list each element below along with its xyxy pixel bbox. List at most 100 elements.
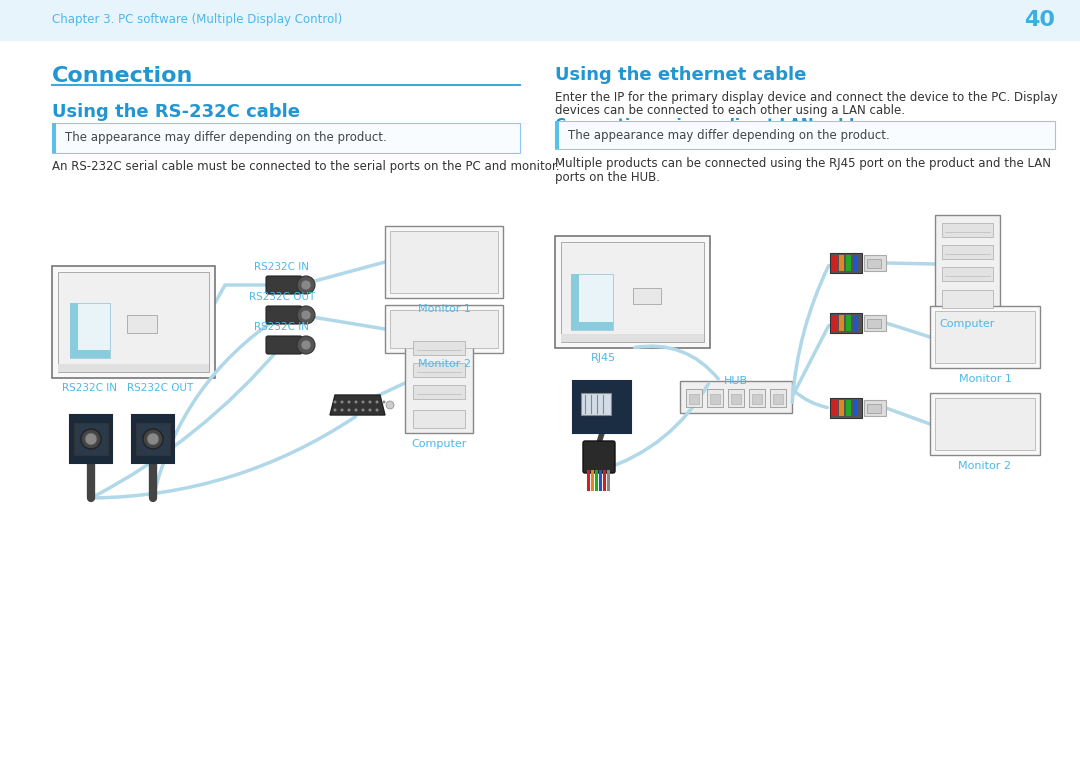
Circle shape [376,408,378,411]
Bar [555,121,1055,149]
Text: HUB: HUB [724,376,748,386]
Bar [846,255,851,271]
Bar [405,333,473,433]
Bar [839,255,843,271]
Bar [752,394,762,404]
Bar [136,423,170,455]
Bar [942,223,993,237]
Circle shape [297,336,315,354]
Circle shape [340,401,343,404]
Bar [58,272,210,372]
Bar [561,242,704,342]
Circle shape [376,401,378,404]
Bar [864,315,886,331]
Bar [942,267,993,281]
Bar [831,398,862,418]
Bar [839,315,843,331]
Text: Using the ethernet cable: Using the ethernet cable [555,66,807,84]
Bar [384,305,503,353]
Bar [413,410,465,428]
Circle shape [147,433,159,445]
Text: ports on the HUB.: ports on the HUB. [555,171,660,184]
Bar [573,381,631,433]
Bar [413,341,465,355]
Circle shape [301,310,311,320]
Bar [942,290,993,308]
Text: The appearance may differ depending on the product.: The appearance may differ depending on t… [65,131,387,144]
Bar [846,400,851,416]
Circle shape [340,408,343,411]
Circle shape [301,340,311,350]
Bar [770,389,786,407]
Circle shape [81,429,102,449]
FancyBboxPatch shape [266,306,302,324]
Bar [689,394,699,404]
Circle shape [334,401,337,404]
Circle shape [143,429,163,449]
Circle shape [85,433,97,445]
Circle shape [368,408,372,411]
Bar [413,363,465,377]
Circle shape [362,401,365,404]
Bar [680,381,792,413]
Bar [0,0,1080,40]
Bar [384,226,503,298]
Bar [846,315,851,331]
Bar [832,315,837,331]
Circle shape [297,306,315,324]
Text: An RS-232C serial cable must be connected to the serial ports on the PC and moni: An RS-232C serial cable must be connecte… [52,160,559,173]
Circle shape [297,276,315,294]
FancyBboxPatch shape [583,441,615,473]
Bar [707,389,723,407]
Bar [413,385,465,399]
Text: Enter the IP for the primary display device and connect the device to the PC. Di: Enter the IP for the primary display dev… [555,91,1057,104]
Bar [70,350,110,358]
Bar [935,398,1035,450]
FancyBboxPatch shape [266,276,302,294]
Bar [710,394,720,404]
Circle shape [334,408,337,411]
Bar [127,315,157,333]
Bar [831,313,862,333]
Text: Computer: Computer [940,319,995,329]
Text: RS232C IN: RS232C IN [255,262,310,272]
Text: Monitor 1: Monitor 1 [959,374,1012,384]
Bar [750,389,765,407]
Bar [864,400,886,416]
Bar [571,274,579,330]
Bar [853,400,858,416]
Circle shape [348,401,351,404]
Text: Using the RS-232C cable: Using the RS-232C cable [52,103,300,121]
Bar [75,423,108,455]
Text: RS232C IN: RS232C IN [255,322,310,332]
Text: The appearance may differ depending on the product.: The appearance may differ depending on t… [568,128,890,141]
Bar [52,266,215,378]
Bar [942,245,993,259]
Bar [832,400,837,416]
Bar [633,288,661,304]
Bar [867,404,881,413]
Bar [70,303,78,358]
Bar [853,315,858,331]
Bar [70,303,110,358]
Bar [831,253,862,273]
Bar [58,364,210,372]
Bar [728,389,744,407]
Text: RS232C OUT: RS232C OUT [248,292,315,302]
Bar [571,322,613,330]
Circle shape [368,401,372,404]
Bar [839,400,843,416]
Bar [555,236,710,348]
Bar [686,389,702,407]
Text: Monitor 1: Monitor 1 [418,304,471,314]
Text: 40: 40 [1024,10,1055,30]
Bar [864,255,886,271]
Text: RS232C IN: RS232C IN [63,383,118,393]
Bar [561,334,704,342]
Text: RJ45: RJ45 [591,353,616,363]
Text: Computer: Computer [411,439,467,449]
Bar [930,393,1040,455]
Bar [390,231,498,293]
Text: Connection: Connection [52,66,193,86]
Bar [70,415,112,463]
